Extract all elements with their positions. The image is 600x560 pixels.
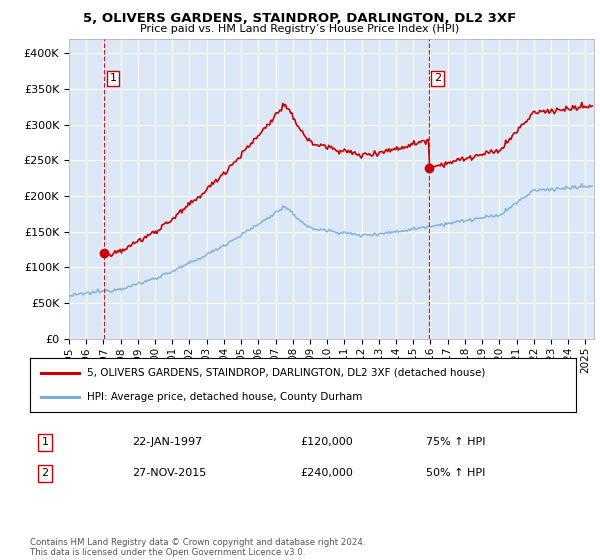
Text: Price paid vs. HM Land Registry’s House Price Index (HPI): Price paid vs. HM Land Registry’s House … bbox=[140, 24, 460, 34]
Text: HPI: Average price, detached house, County Durham: HPI: Average price, detached house, Coun… bbox=[88, 392, 363, 402]
Text: 5, OLIVERS GARDENS, STAINDROP, DARLINGTON, DL2 3XF: 5, OLIVERS GARDENS, STAINDROP, DARLINGTO… bbox=[83, 12, 517, 25]
Text: 2: 2 bbox=[434, 73, 442, 83]
Text: Contains HM Land Registry data © Crown copyright and database right 2024.
This d: Contains HM Land Registry data © Crown c… bbox=[30, 538, 365, 557]
Text: 50% ↑ HPI: 50% ↑ HPI bbox=[426, 468, 485, 478]
Text: 5, OLIVERS GARDENS, STAINDROP, DARLINGTON, DL2 3XF (detached house): 5, OLIVERS GARDENS, STAINDROP, DARLINGTO… bbox=[88, 368, 486, 378]
Text: 22-JAN-1997: 22-JAN-1997 bbox=[132, 437, 202, 447]
Text: 75% ↑ HPI: 75% ↑ HPI bbox=[426, 437, 485, 447]
Text: £120,000: £120,000 bbox=[300, 437, 353, 447]
Text: 1: 1 bbox=[41, 437, 49, 447]
Text: £240,000: £240,000 bbox=[300, 468, 353, 478]
Text: 1: 1 bbox=[110, 73, 116, 83]
Text: 27-NOV-2015: 27-NOV-2015 bbox=[132, 468, 206, 478]
Text: 2: 2 bbox=[41, 468, 49, 478]
